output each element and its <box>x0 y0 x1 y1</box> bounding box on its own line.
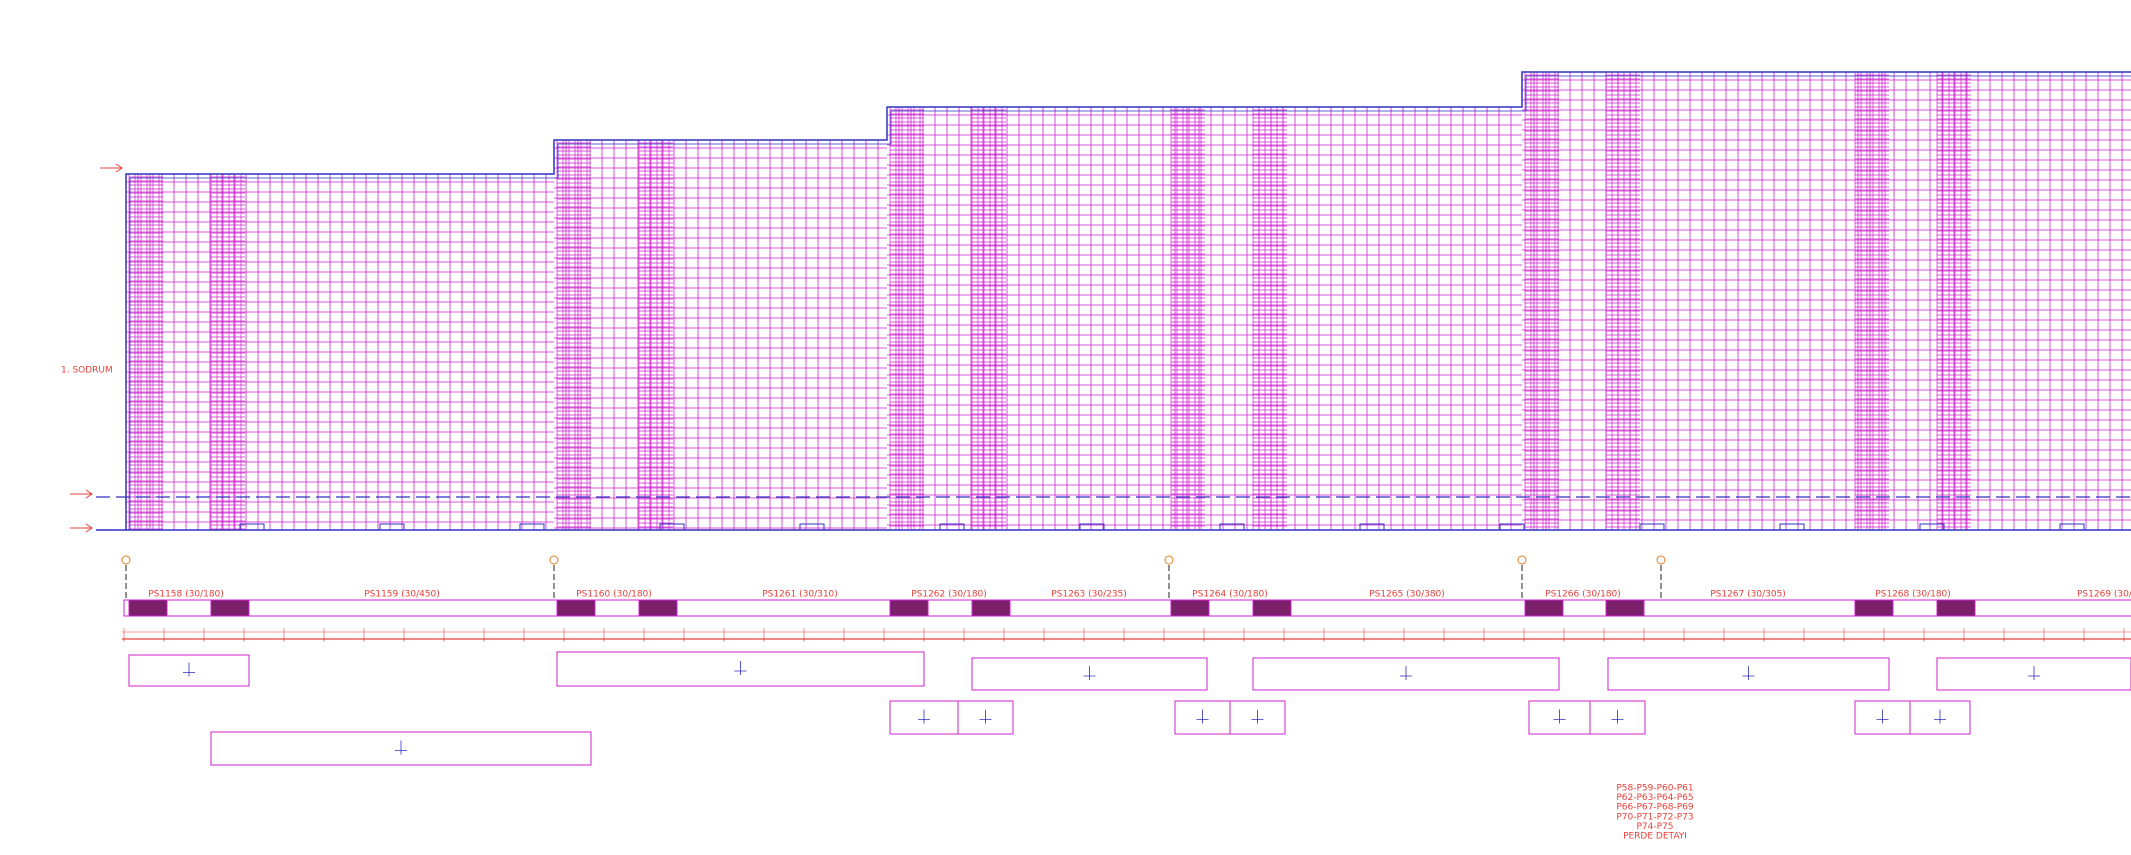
footing <box>1359 523 1385 531</box>
panel-label: PS1158 (30/180) <box>148 590 224 600</box>
beam-hatch <box>1936 599 1976 617</box>
detail-symbol <box>1934 709 1946 724</box>
footing <box>1919 523 1945 531</box>
panel-label: PS1262 (30/180) <box>911 590 987 600</box>
panel-label: PS1264 (30/180) <box>1192 590 1268 600</box>
beam-hatch <box>128 599 168 617</box>
level-marker <box>70 489 93 499</box>
axis-marker <box>121 555 131 565</box>
beam-hatch <box>210 599 250 617</box>
beam-hatch <box>1170 599 1210 617</box>
detail-symbol <box>395 740 407 755</box>
footing <box>239 523 265 531</box>
panel-label: PS1269 (30/ <box>2077 590 2131 600</box>
footing <box>1079 523 1105 531</box>
axis-marker <box>1656 555 1666 565</box>
beam-hatch <box>971 599 1011 617</box>
detail-box <box>957 700 1014 735</box>
footing <box>659 523 685 531</box>
detail-box <box>556 651 925 687</box>
footing <box>2059 523 2085 531</box>
note-line: P58-P59-P60-P61 <box>1616 784 1693 794</box>
note-line: P66-P67-P68-P69 <box>1616 803 1694 813</box>
detail-box <box>1936 657 2131 691</box>
note-line: P70-P71-P72-P73 <box>1616 812 1693 822</box>
footing <box>1219 523 1245 531</box>
level-label: 1. SODRUM <box>61 366 113 376</box>
detail-symbol <box>2028 666 2040 680</box>
level-marker <box>70 523 93 533</box>
detail-box <box>1589 700 1646 735</box>
panel-label: PS1265 (30/380) <box>1369 590 1445 600</box>
drawing-layer: PS1158 (30/180) PS1159 (30/450) PS1160 (30… <box>70 71 2131 842</box>
detail-symbol <box>1400 666 1412 680</box>
beam-hatch <box>638 599 678 617</box>
detail-symbol <box>918 709 930 724</box>
panel-label: PS1261 (30/310) <box>762 590 838 600</box>
footing <box>1499 523 1525 531</box>
beam-strip <box>123 599 2131 617</box>
detail-box <box>1229 700 1286 735</box>
note-line: P74-P75 <box>1636 822 1673 832</box>
detail-box <box>210 731 592 766</box>
detail-symbol <box>1251 709 1264 724</box>
detail-box <box>1909 700 1971 735</box>
dense-rebar <box>128 72 1971 530</box>
wall-outline-inner <box>129 75 2131 530</box>
panel-label: PS1268 (30/180) <box>1875 590 1951 600</box>
beam-hatch <box>556 599 596 617</box>
footing <box>939 523 965 531</box>
panel-label: PS1263 (30/235) <box>1051 590 1127 600</box>
detail-symbol <box>1196 709 1209 724</box>
detail-box <box>971 657 1208 691</box>
wall-outline <box>125 71 2131 530</box>
beam-hatch <box>1605 599 1645 617</box>
detail-symbol <box>1742 666 1755 680</box>
panel-label: PS1160 (30/180) <box>576 590 652 600</box>
detail-box <box>1607 657 1890 691</box>
footing <box>1779 523 1805 531</box>
note-line: P62-P63-P64-P65 <box>1616 793 1693 803</box>
detail-symbol <box>734 661 747 675</box>
axis-marker <box>1517 555 1527 565</box>
panel-label: PS1267 (30/305) <box>1710 590 1786 600</box>
detail-symbol <box>1553 709 1566 724</box>
detail-symbol <box>1876 709 1889 724</box>
detail-symbol <box>979 709 992 724</box>
beam-hatch <box>1854 599 1894 617</box>
detail-symbol <box>1083 666 1096 680</box>
axis-marker <box>549 555 559 565</box>
detail-symbol <box>183 662 195 677</box>
detail-box <box>1252 657 1560 691</box>
rebar-grid <box>126 72 2131 530</box>
level-marker <box>100 163 123 173</box>
footing <box>519 523 545 531</box>
beam-hatch <box>889 599 929 617</box>
panel-label: PS1159 (30/450) <box>364 590 440 600</box>
footing <box>799 523 825 531</box>
footing <box>1639 523 1665 531</box>
detail-box <box>128 654 250 687</box>
footing <box>379 523 405 531</box>
beam-hatch <box>1524 599 1564 617</box>
note-line: PERDE DETAYI <box>1623 832 1687 842</box>
detail-symbol <box>1611 709 1624 724</box>
axis-marker <box>1164 555 1174 565</box>
panel-label: PS1266 (30/180) <box>1545 590 1621 600</box>
beam-hatch <box>1252 599 1292 617</box>
